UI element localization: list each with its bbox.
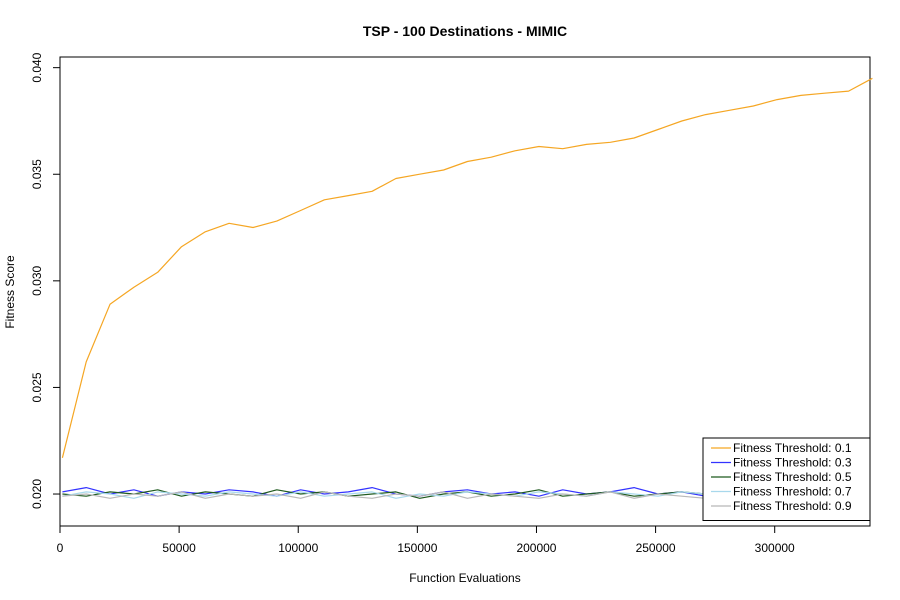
legend-label: Fitness Threshold: 0.5 (733, 470, 852, 484)
legend-label: Fitness Threshold: 0.1 (733, 441, 852, 455)
y-tick-label: 0.030 (30, 266, 44, 296)
x-tick-label: 200000 (516, 541, 556, 555)
x-tick-label: 250000 (636, 541, 676, 555)
series-line-5 (62, 491, 730, 499)
y-tick-label: 0.020 (30, 479, 44, 509)
chart-title: TSP - 100 Destinations - MIMIC (363, 23, 567, 39)
x-axis: 0 50000 100000 150000 200000 250000 300000 (57, 525, 795, 555)
series-line-1 (61, 77, 873, 458)
y-axis-title: Fitness Score (3, 255, 17, 329)
x-axis-title: Function Evaluations (409, 571, 520, 585)
y-axis: 0.020 0.025 0.030 0.035 0.040 (30, 52, 61, 509)
x-tick-label: 50000 (162, 541, 196, 555)
legend-label: Fitness Threshold: 0.9 (733, 499, 852, 513)
x-tick-label: 300000 (755, 541, 795, 555)
legend-label: Fitness Threshold: 0.7 (733, 485, 852, 499)
legend-label: Fitness Threshold: 0.3 (733, 456, 852, 470)
x-tick-label: 100000 (278, 541, 318, 555)
x-tick-label: 0 (57, 541, 64, 555)
y-tick-label: 0.025 (30, 372, 44, 402)
series-line-3 (62, 489, 730, 499)
legend-box (702, 437, 871, 521)
x-tick-label: 150000 (397, 541, 437, 555)
y-tick-label: 0.035 (30, 159, 44, 189)
y-tick-label: 0.040 (30, 52, 44, 82)
series-layer (61, 77, 873, 499)
